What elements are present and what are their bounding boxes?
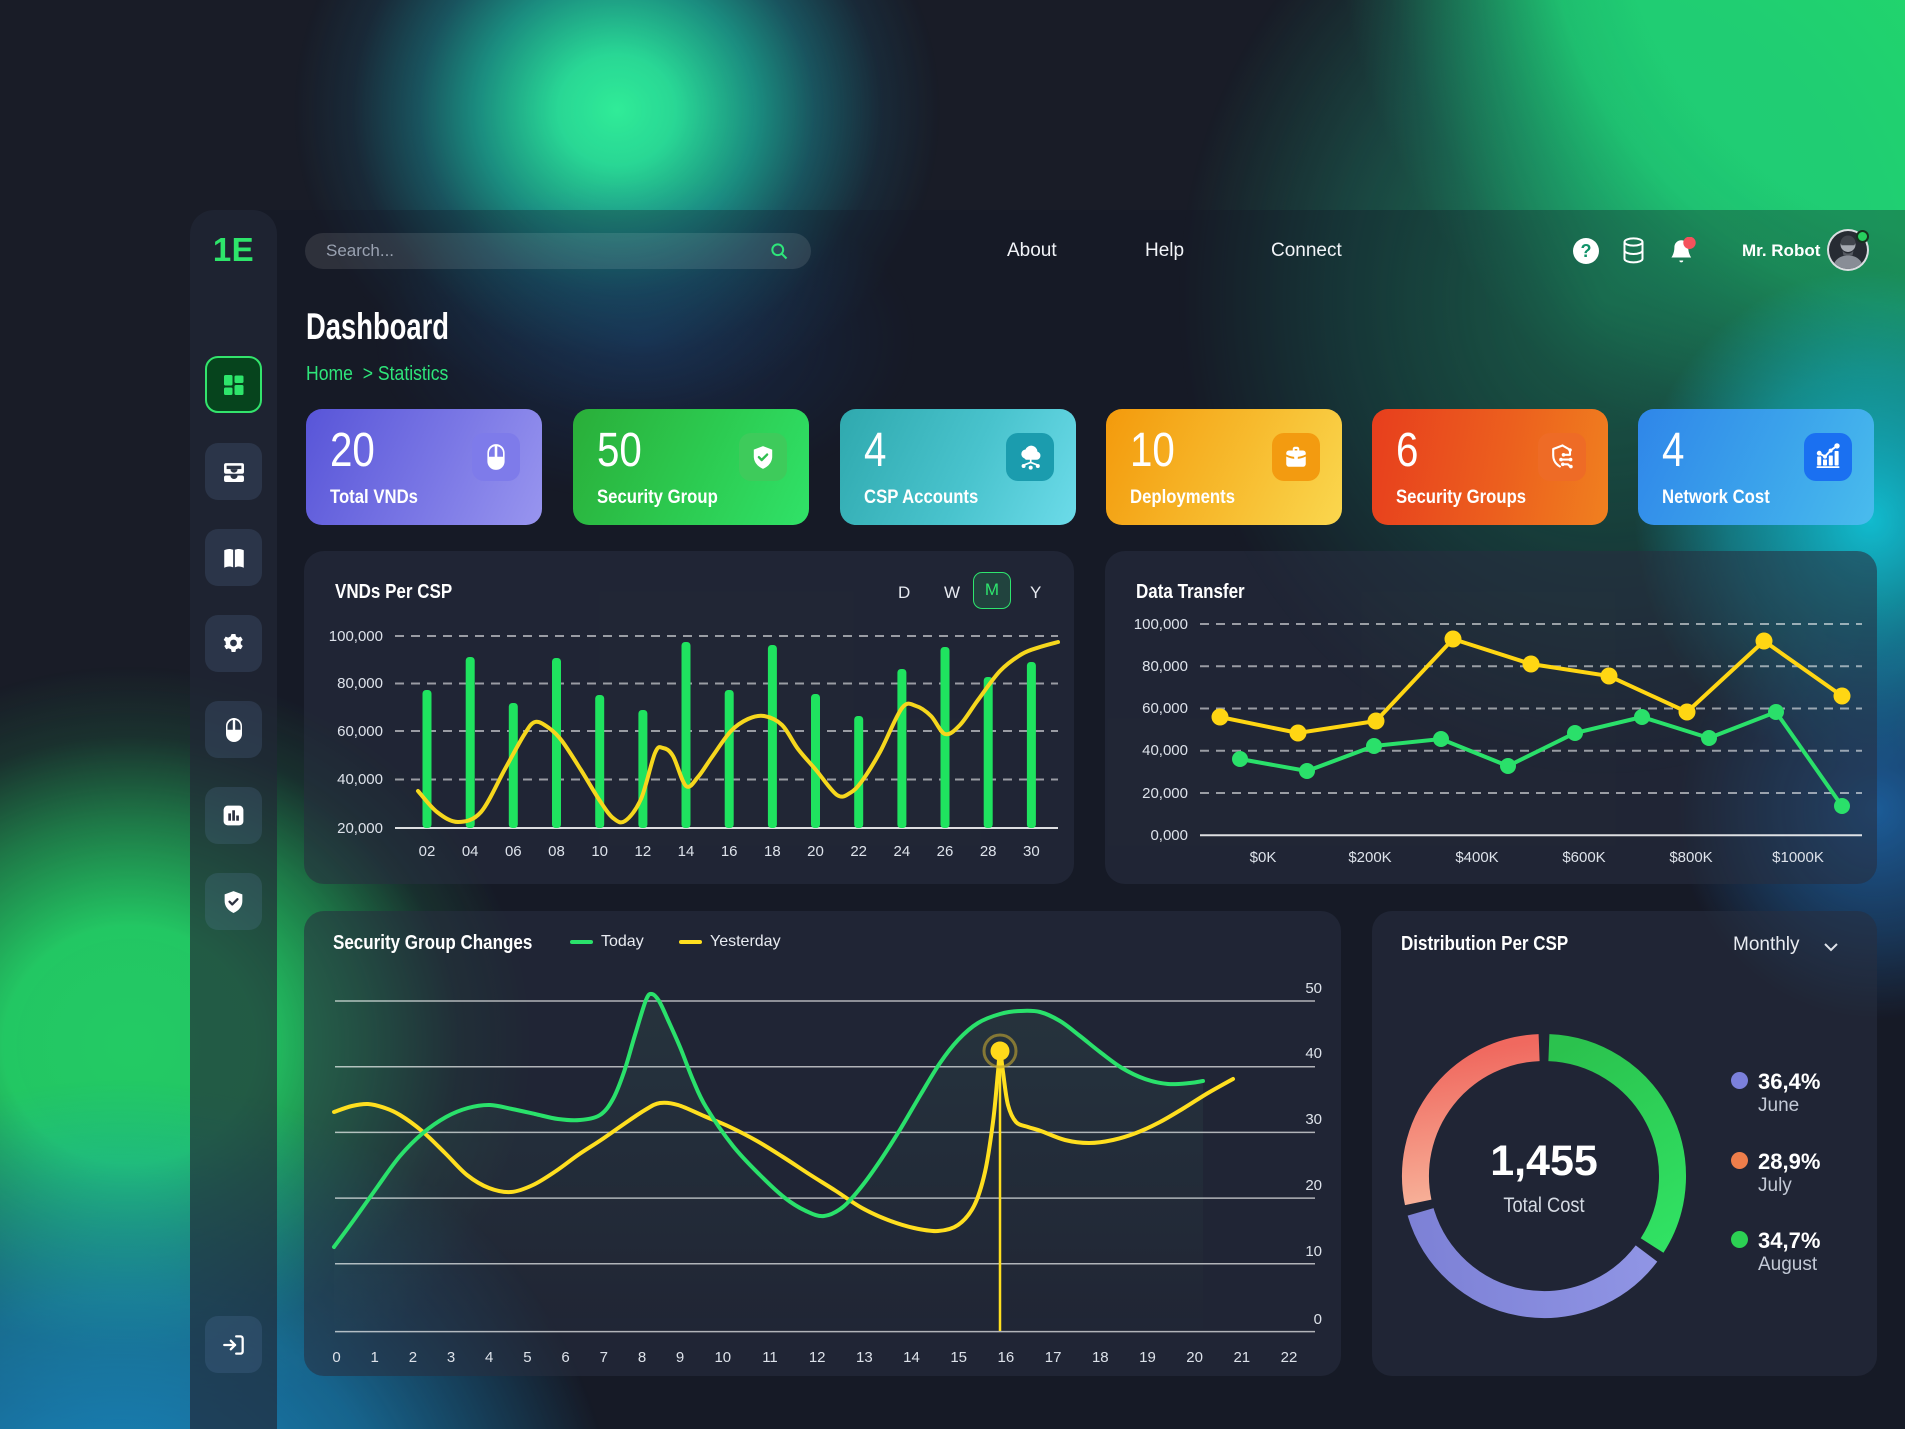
svg-text:20,000: 20,000 [1142,785,1188,802]
svg-text:26: 26 [937,843,954,860]
svg-text:9: 9 [676,1349,684,1366]
svg-text:18: 18 [1092,1349,1109,1366]
svg-text:20: 20 [807,843,824,860]
svg-text:60,000: 60,000 [337,723,383,740]
svg-text:1: 1 [371,1349,379,1366]
svg-text:02: 02 [419,843,436,860]
svg-text:11: 11 [762,1349,778,1366]
svg-text:20: 20 [1186,1349,1203,1366]
svg-text:21: 21 [1233,1349,1250,1366]
svg-text:0,000: 0,000 [1150,827,1188,844]
svg-text:6: 6 [561,1349,569,1366]
svg-text:8: 8 [638,1349,646,1366]
svg-text:40,000: 40,000 [337,771,383,788]
svg-text:$800K: $800K [1669,849,1712,866]
svg-text:13: 13 [856,1349,873,1366]
svg-text:4: 4 [485,1349,493,1366]
svg-text:$0K: $0K [1250,849,1277,866]
svg-text:7: 7 [600,1349,608,1366]
svg-text:$600K: $600K [1562,849,1605,866]
svg-text:12: 12 [635,843,652,860]
svg-text:20,000: 20,000 [337,820,383,837]
svg-text:10: 10 [591,843,608,860]
svg-text:0: 0 [1314,1311,1322,1328]
svg-text:100,000: 100,000 [1134,616,1188,633]
svg-text:08: 08 [548,843,565,860]
svg-text:19: 19 [1139,1349,1156,1366]
svg-text:80,000: 80,000 [337,675,383,692]
svg-text:16: 16 [998,1349,1015,1366]
svg-text:22: 22 [850,843,867,860]
svg-text:$400K: $400K [1455,849,1498,866]
svg-text:80,000: 80,000 [1142,658,1188,675]
svg-text:50: 50 [1305,980,1322,997]
svg-text:$1000K: $1000K [1772,849,1824,866]
svg-text:24: 24 [894,843,911,860]
svg-text:5: 5 [523,1349,531,1366]
svg-text:60,000: 60,000 [1142,700,1188,717]
svg-text:17: 17 [1045,1349,1062,1366]
svg-text:30: 30 [1023,843,1040,860]
svg-text:18: 18 [764,843,781,860]
svg-text:15: 15 [950,1349,967,1366]
svg-text:06: 06 [505,843,522,860]
svg-text:3: 3 [447,1349,455,1366]
svg-text:14: 14 [678,843,695,860]
svg-text:12: 12 [809,1349,826,1366]
svg-text:14: 14 [903,1349,920,1366]
svg-text:100,000: 100,000 [329,628,383,645]
svg-text:40,000: 40,000 [1142,742,1188,759]
svg-text:30: 30 [1305,1111,1322,1128]
svg-text:16: 16 [721,843,738,860]
svg-text:10: 10 [714,1349,731,1366]
svg-text:04: 04 [462,843,479,860]
svg-text:10: 10 [1305,1243,1322,1260]
svg-text:28: 28 [980,843,997,860]
svg-text:2: 2 [409,1349,417,1366]
svg-text:20: 20 [1305,1177,1322,1194]
svg-text:$200K: $200K [1348,849,1391,866]
svg-text:22: 22 [1281,1349,1298,1366]
svg-text:40: 40 [1305,1045,1322,1062]
svg-text:0: 0 [332,1349,340,1366]
